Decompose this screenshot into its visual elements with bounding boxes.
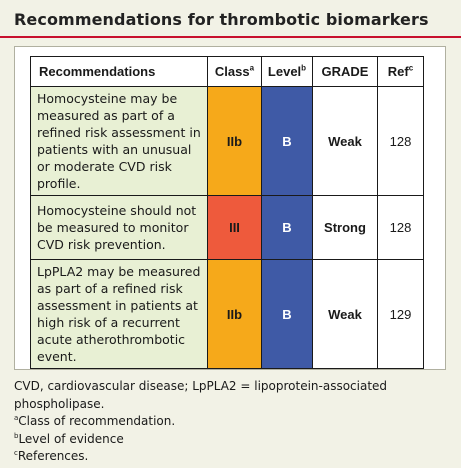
table-title: Recommendations for thrombotic biomarker…	[14, 10, 429, 29]
class-cell: IIb	[207, 259, 262, 369]
footnote-b: bLevel of evidence	[14, 431, 124, 446]
header-recommendations: Recommendations	[30, 56, 208, 87]
header-grade: GRADE	[312, 56, 378, 87]
table-row: Homocysteine may be measured as part of …	[30, 86, 424, 196]
recommendations-table: Recommendations Classa Levelb GRADE Refc…	[30, 56, 424, 369]
grade-cell: Weak	[312, 86, 378, 196]
recommendation-cell: Homocysteine may be measured as part of …	[30, 86, 208, 196]
class-cell: IIb	[207, 86, 262, 196]
level-cell: B	[261, 86, 313, 196]
footnote-a: aClass of recommendation.	[14, 414, 176, 428]
table-row: LpPLA2 may be measured as part of a refi…	[30, 259, 424, 369]
grade-cell: Strong	[312, 195, 378, 260]
header-ref: Refc	[377, 56, 424, 87]
recommendation-cell: LpPLA2 may be measured as part of a refi…	[30, 259, 208, 369]
title-rule	[0, 36, 461, 38]
ref-cell: 128	[377, 86, 424, 196]
ref-cell: 128	[377, 195, 424, 260]
recommendation-cell: Homocysteine should not be measured to m…	[30, 195, 208, 260]
level-cell: B	[261, 195, 313, 260]
footnote-c: cReferences.	[14, 449, 89, 463]
level-cell: B	[261, 259, 313, 369]
table-footnotes: CVD, cardiovascular disease; LpPLA2 = li…	[14, 378, 454, 466]
footnote-abbreviations: CVD, cardiovascular disease; LpPLA2 = li…	[14, 379, 388, 411]
header-row: Recommendations Classa Levelb GRADE Refc	[30, 56, 424, 87]
ref-cell: 129	[377, 259, 424, 369]
class-cell: III	[207, 195, 262, 260]
header-level: Levelb	[261, 56, 313, 87]
header-class: Classa	[207, 56, 262, 87]
table-row: Homocysteine should not be measured to m…	[30, 195, 424, 260]
grade-cell: Weak	[312, 259, 378, 369]
